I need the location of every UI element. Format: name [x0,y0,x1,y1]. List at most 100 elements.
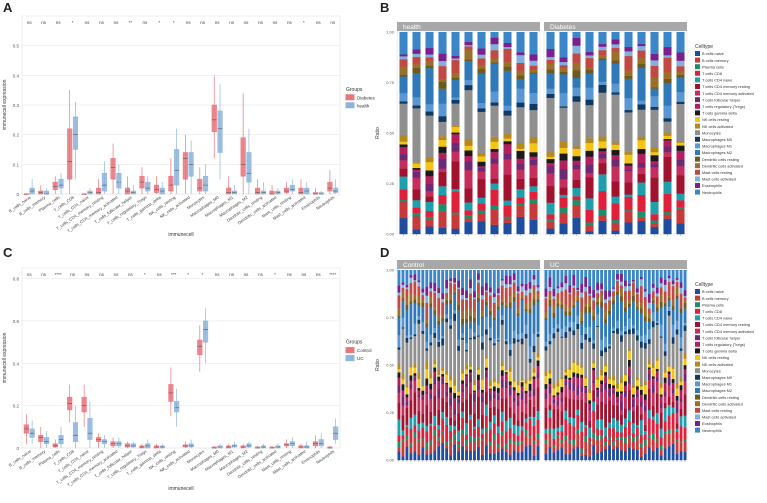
bar-segment [584,441,588,455]
facet-strip [397,260,540,269]
bar-segment [635,386,639,390]
bar-segment [480,414,484,429]
bar-segment [441,298,445,303]
data-point [67,158,70,160]
bar-segment [588,403,592,409]
bar-segment [429,398,433,413]
bar-segment [675,281,679,287]
bar-segment [433,371,437,377]
data-point [145,190,148,192]
bar-segment [650,32,659,54]
box [101,172,107,192]
bar-segment [438,186,447,196]
bar-segment [676,77,685,93]
bar-segment [536,438,540,447]
panel-label-b: B [380,0,389,15]
bar-segment [512,401,516,414]
bar-segment [616,431,619,438]
bar-segment [512,343,516,380]
bar-segment [449,405,453,419]
bar-segment [584,378,588,387]
bar-segment [552,312,556,319]
bar-segment [453,429,457,435]
bar-segment [480,440,484,456]
bar-segment [611,47,620,52]
bar-segment [412,169,421,172]
bar-segment [572,204,581,218]
bar-segment [548,386,552,394]
bar-segment [508,443,512,456]
data-point [59,443,62,445]
bar-segment [413,377,417,381]
data-point [74,441,77,443]
bar-segment [576,301,580,316]
bar-segment [552,395,556,397]
bar-segment [572,417,576,427]
bar-segment [512,387,516,391]
bar-segment [449,380,453,388]
bar-segment [425,319,429,324]
data-point [67,404,70,406]
bar-segment [620,301,623,331]
bar-segment [504,341,508,345]
bar-segment [568,379,572,382]
bar-segment [532,274,536,280]
bar-segment [477,273,480,280]
bar-segment [488,314,492,328]
data-point [205,180,207,182]
bar-segment [624,375,627,382]
data-point [291,443,293,445]
box [145,181,151,192]
bar-segment [500,315,504,321]
bar-segment [564,378,568,382]
significance-label: ns [301,272,307,277]
bar-segment [445,444,449,449]
bar-segment [449,325,453,329]
bar-segment [413,334,417,337]
bar-segment [631,292,635,296]
bar-segment [461,369,464,374]
bar-segment [417,315,421,320]
bar-segment [612,380,615,386]
bar-segment [477,167,486,172]
bar-segment [477,297,480,302]
bar-segment [412,229,421,235]
bar-segment [417,302,421,306]
bar-segment [421,333,425,385]
bar-segment [671,401,675,408]
bar-segment [412,64,421,68]
data-point [320,441,322,443]
bar-segment [564,304,568,312]
bar-segment [445,396,449,402]
bar-segment [548,299,552,307]
y-tick-label: 0.75 [386,315,395,320]
bar-segment [477,48,486,55]
bar-segment [546,72,555,89]
bar-segment [477,282,480,293]
box [130,443,136,448]
bar-segment [496,309,500,338]
data-point [104,443,107,445]
bar-segment [425,115,434,158]
data-point [128,444,130,446]
data-point [142,181,144,184]
bar-segment [488,393,492,401]
data-point [276,191,278,193]
bar-segment [639,401,643,407]
data-point [247,181,249,183]
bar-segment [620,273,623,282]
bar-segment [496,426,500,433]
bar-segment [453,385,457,394]
bar-segment [477,178,486,198]
bar-segment [612,300,615,305]
bar-segment [465,343,468,350]
bar-segment [559,147,568,154]
data-point [26,426,28,428]
bar-segment [425,378,429,386]
bar-segment [598,148,607,152]
bar-segment [529,65,538,70]
bar-segment [585,67,594,70]
bar-segment [659,283,663,288]
bar-segment [651,378,655,386]
bar-segment [429,334,433,343]
